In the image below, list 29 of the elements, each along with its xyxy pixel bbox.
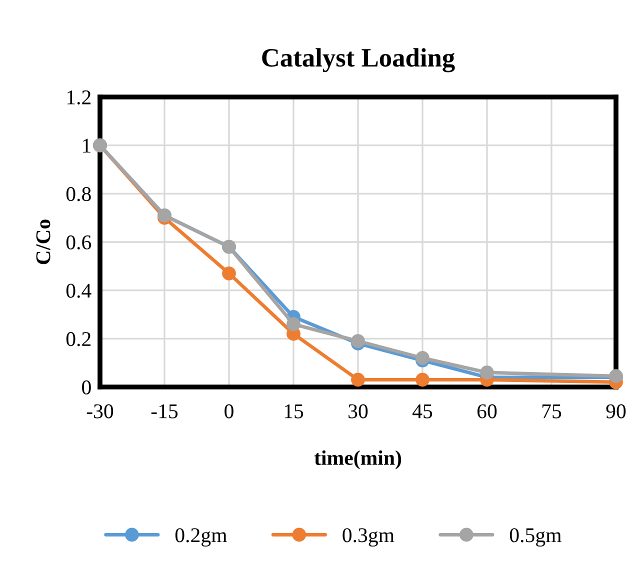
x-axis-title: time(min): [314, 450, 402, 470]
x-tick-label: 30: [348, 404, 368, 418]
point: [416, 372, 430, 387]
point: [480, 366, 494, 380]
x-tick-label: 60: [477, 404, 497, 418]
point: [222, 266, 236, 280]
point: [351, 334, 365, 348]
y-tick-label: 0.6: [66, 235, 92, 250]
chart-title: Catalyst Loading: [262, 48, 455, 72]
y-tick-label: 0.8: [66, 187, 91, 202]
x-tick-label: 90: [606, 404, 626, 418]
x-tick-label: -15: [151, 404, 178, 418]
legend-label: 0.5gm: [510, 528, 562, 547]
point: [351, 372, 365, 387]
point: [416, 351, 430, 365]
x-tick-label: 45: [412, 404, 432, 418]
x-tick-label: -30: [86, 404, 114, 418]
legend-label: 0.2gm: [175, 528, 227, 547]
y-tick-label: 1: [83, 138, 90, 153]
y-tick-label: 0: [82, 380, 91, 394]
y-tick-label: 1.2: [67, 90, 91, 105]
x-tick-label: 0: [224, 404, 234, 418]
y-tick-label: 0.2: [66, 332, 91, 346]
x-tick-label: 75: [542, 404, 562, 418]
point: [286, 317, 300, 332]
y-tick-label: 0.4: [66, 284, 92, 298]
legend-label: 0.3gm: [342, 528, 394, 547]
x-tick-label: 15: [284, 404, 304, 418]
y-axis-title: C/Co: [36, 220, 50, 264]
